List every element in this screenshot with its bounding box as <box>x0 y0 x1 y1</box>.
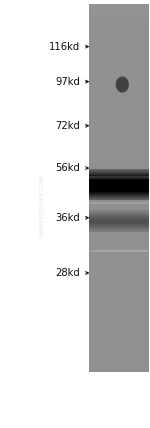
Ellipse shape <box>116 77 129 92</box>
Bar <box>89 198 149 199</box>
Bar <box>89 190 149 191</box>
Bar <box>89 175 149 176</box>
Bar <box>89 196 149 197</box>
Bar <box>89 181 149 182</box>
Bar <box>89 176 149 178</box>
Bar <box>89 184 149 185</box>
Bar <box>89 191 149 192</box>
Bar <box>89 186 149 187</box>
Bar <box>89 192 149 193</box>
Bar <box>89 169 149 170</box>
Bar <box>89 174 149 175</box>
Bar <box>89 194 149 195</box>
Bar <box>89 199 149 200</box>
Bar <box>89 189 149 190</box>
Bar <box>89 183 149 184</box>
Text: 97kd: 97kd <box>55 77 80 86</box>
Bar <box>89 170 149 171</box>
Bar <box>89 193 149 194</box>
Bar <box>89 176 149 177</box>
Bar <box>89 250 149 252</box>
Bar <box>89 195 149 196</box>
Bar <box>89 4 149 372</box>
Bar <box>89 187 149 188</box>
Bar <box>89 182 149 183</box>
Bar <box>89 202 149 204</box>
Bar <box>89 197 149 198</box>
Bar <box>89 185 149 186</box>
Text: WWW.PTGLAES.COM: WWW.PTGLAES.COM <box>39 175 45 236</box>
Bar <box>89 178 149 179</box>
Bar <box>89 4 149 17</box>
Bar <box>89 173 149 174</box>
Text: 116kd: 116kd <box>49 42 80 52</box>
Bar <box>89 171 149 172</box>
Text: 36kd: 36kd <box>56 213 80 223</box>
Bar <box>89 177 149 178</box>
Text: 72kd: 72kd <box>55 121 80 131</box>
Text: 56kd: 56kd <box>55 163 80 173</box>
Bar <box>89 188 149 189</box>
Bar <box>89 179 149 180</box>
Text: 28kd: 28kd <box>56 268 80 278</box>
Bar <box>89 172 149 173</box>
Bar <box>89 180 149 181</box>
